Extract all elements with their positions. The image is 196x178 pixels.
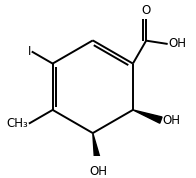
Polygon shape [93,133,101,163]
Text: OH: OH [89,165,107,178]
Text: OH: OH [162,114,180,127]
Text: O: O [142,4,151,17]
Text: CH₃: CH₃ [7,117,28,130]
Text: OH: OH [169,37,186,50]
Text: I: I [28,46,31,59]
Polygon shape [133,110,162,123]
